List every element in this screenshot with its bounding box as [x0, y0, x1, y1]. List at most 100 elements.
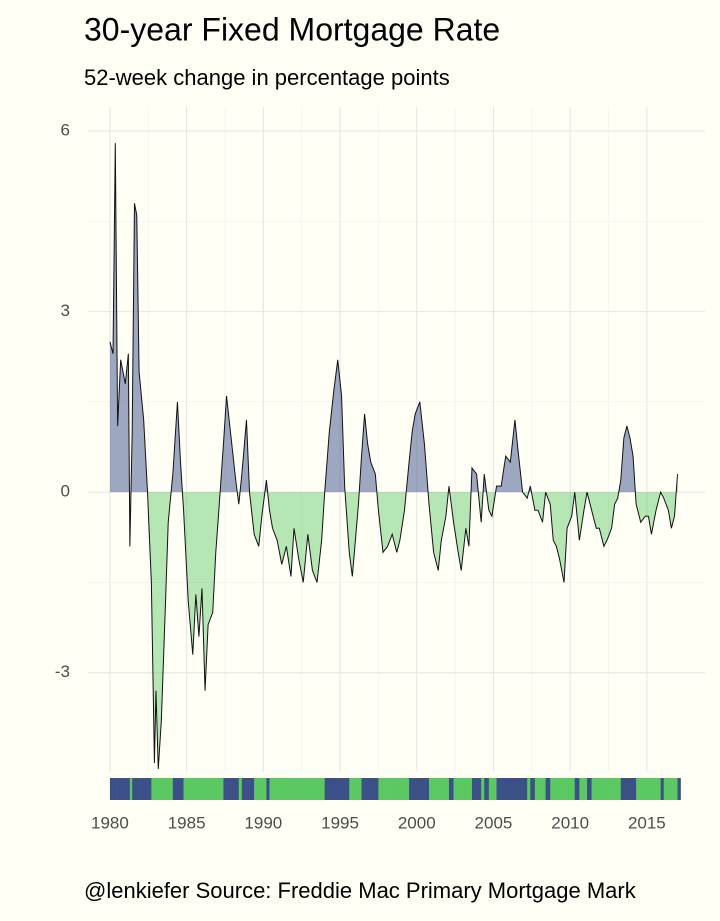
sign-strip [663, 778, 669, 800]
sign-strip [241, 778, 247, 800]
sign-strip [465, 778, 470, 800]
chart-subtitle: 52-week change in percentage points [84, 65, 450, 90]
sign-strip [468, 778, 473, 800]
sign-strip [312, 778, 318, 800]
sign-strip [358, 778, 362, 800]
sign-strip [183, 778, 189, 800]
sign-strip [651, 778, 657, 800]
sign-strip [277, 778, 283, 800]
sign-strip [441, 778, 447, 800]
sign-strip [281, 778, 287, 800]
sign-strip [409, 778, 413, 800]
sign-strip [158, 778, 162, 800]
sign-strip [355, 778, 359, 800]
sign-strip [476, 778, 482, 800]
sign-strip [154, 778, 157, 800]
sign-strip [329, 778, 335, 800]
sign-strip [596, 778, 600, 800]
sign-strip [155, 778, 159, 800]
sign-strip [192, 778, 197, 800]
sign-strip [614, 778, 619, 800]
sign-strip [254, 778, 260, 800]
sign-strip [399, 778, 405, 800]
sign-strip [419, 778, 425, 800]
sign-strip [261, 778, 267, 800]
sign-strip [132, 778, 135, 800]
sign-strip [218, 778, 224, 800]
sign-strip [488, 778, 493, 800]
sign-strip [583, 778, 588, 800]
sign-strip [139, 778, 144, 800]
sign-strip [674, 778, 678, 800]
sign-strip [556, 778, 560, 800]
sign-strip [231, 778, 237, 800]
sign-strip [448, 778, 454, 800]
x-tick-label: 1985 [168, 813, 206, 832]
sign-strip [510, 778, 516, 800]
sign-strip [471, 778, 477, 800]
sign-strip [195, 778, 200, 800]
sign-strip [629, 778, 634, 800]
sign-strip [349, 778, 353, 800]
sign-strip [591, 778, 597, 800]
sign-strip [238, 778, 243, 800]
sign-strip [198, 778, 203, 800]
sign-strip [453, 778, 459, 800]
sign-strip [545, 778, 551, 800]
sign-strip [177, 778, 181, 800]
sign-strip [530, 778, 536, 800]
sign-strip [134, 778, 138, 800]
sign-strip [208, 778, 214, 800]
sign-strip [587, 778, 592, 800]
sign-strip [617, 778, 622, 800]
sign-strip [201, 778, 206, 800]
sign-strip [147, 778, 152, 800]
sign-strip [660, 778, 665, 800]
sign-strip [109, 778, 114, 800]
sign-strip [370, 778, 376, 800]
sign-strip [433, 778, 439, 800]
sign-strip [113, 778, 116, 800]
sign-strip [550, 778, 554, 800]
sign-strip [168, 778, 174, 800]
sign-strip [387, 778, 393, 800]
sign-strip [143, 778, 148, 800]
sign-strip [249, 778, 255, 800]
sign-strip [364, 778, 368, 800]
sign-strip [120, 778, 126, 800]
sign-strip [258, 778, 263, 800]
chart-title: 30-year Fixed Mortgage Rate [84, 11, 500, 47]
sign-strip [235, 778, 240, 800]
y-tick-label: -3 [55, 662, 70, 681]
x-tick-label: 1990 [244, 813, 282, 832]
line [109, 143, 679, 770]
sign-strip [129, 778, 133, 800]
sign-strip [603, 778, 608, 800]
sign-strip [633, 778, 637, 800]
sign-strip [375, 778, 379, 800]
sign-strip [574, 778, 580, 800]
sign-strip [412, 778, 416, 800]
chart-caption: @lenkiefer Source: Freddie Mac Primary M… [84, 878, 637, 903]
sign-strip [188, 778, 194, 800]
sign-strip [125, 778, 129, 800]
sign-strip [333, 778, 339, 800]
sign-strip [640, 778, 646, 800]
sign-strip [246, 778, 250, 800]
sign-strip [223, 778, 227, 800]
sign-strip [671, 778, 675, 800]
sign-strip [438, 778, 442, 800]
sign-strip [172, 778, 178, 800]
sign-strip [648, 778, 652, 800]
sign-strip [599, 778, 605, 800]
y-tick-label: 6 [61, 121, 70, 140]
sign-strip [266, 778, 270, 800]
x-tick-label: 2005 [475, 813, 513, 832]
x-tick-label: 2015 [628, 813, 666, 832]
sign-strip [514, 778, 519, 800]
sign-strip [180, 778, 184, 800]
sign-strip [392, 778, 398, 800]
sign-strip [564, 778, 568, 800]
x-tick-label: 1995 [321, 813, 359, 832]
sign-strip [415, 778, 421, 800]
